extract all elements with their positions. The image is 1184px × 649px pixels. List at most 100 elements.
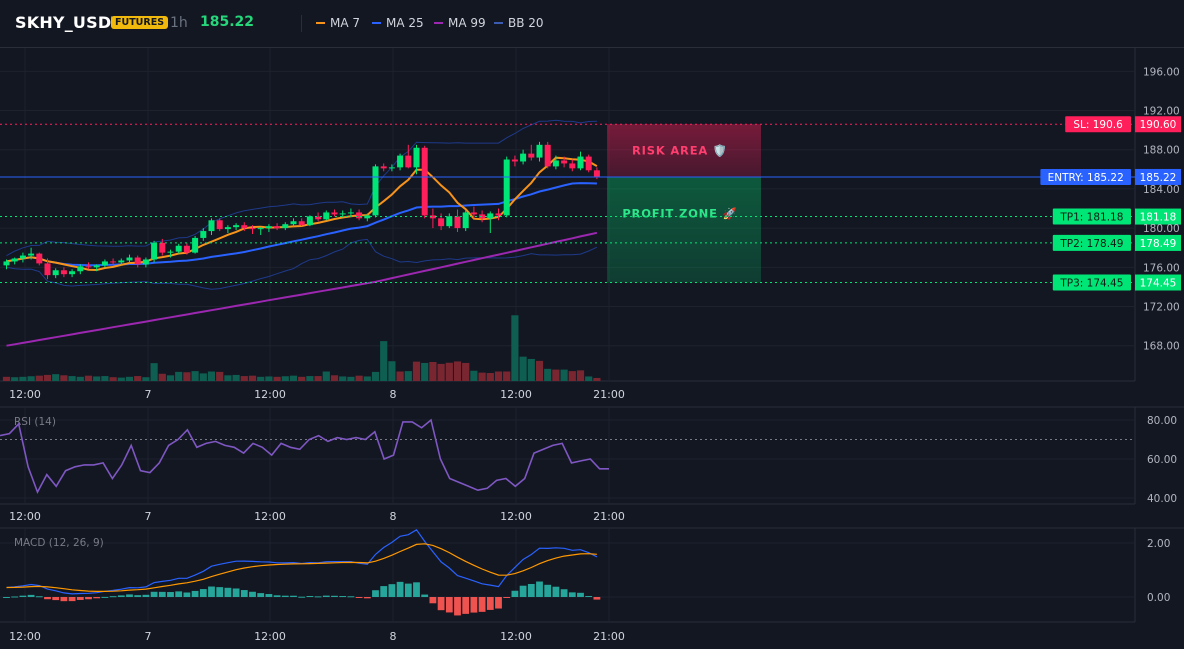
level-label-tag — [1065, 116, 1131, 133]
time-axis-label: 12:00 — [254, 388, 286, 401]
volume-bars — [2, 315, 601, 381]
header-divider — [301, 15, 302, 32]
volume-bar — [298, 376, 306, 381]
candle-body — [397, 155, 404, 168]
candle-body — [413, 147, 420, 168]
volume-bar — [60, 375, 68, 381]
volume-bar — [330, 375, 339, 381]
bb-upper-band — [6, 119, 597, 257]
macd-histogram-bar — [257, 593, 265, 597]
candle-body — [118, 260, 125, 263]
volume-bar — [11, 377, 19, 381]
legend-ma99[interactable]: MA 99 — [434, 16, 486, 30]
macd-histogram-bar — [372, 590, 379, 597]
macd-histogram-bar — [126, 594, 133, 597]
volume-bar — [216, 371, 224, 381]
macd-histogram-bar — [298, 596, 306, 598]
price-axis-label: 184.00 — [1143, 184, 1180, 196]
candle-body — [364, 215, 371, 219]
trade-zones: RISK AREA 🛡️ PROFIT ZONE 🚀 — [607, 124, 761, 283]
volume-bar — [470, 370, 478, 381]
macd-histogram-bar — [109, 596, 117, 598]
symbol-name[interactable]: SKHY_USDT — [15, 13, 123, 32]
candle-body — [19, 255, 26, 259]
price-axis-label: 168.00 — [1143, 341, 1180, 353]
volume-bar — [486, 373, 494, 381]
volume-bar — [380, 341, 388, 381]
legend-bb20[interactable]: BB 20 — [494, 16, 544, 30]
grid-lines — [0, 48, 1184, 623]
macd-histogram-bar — [503, 597, 511, 598]
candle-body — [503, 159, 510, 216]
time-axis-label: 8 — [390, 630, 397, 643]
rsi-title: RSI (14) — [14, 416, 56, 428]
candle-body — [315, 216, 322, 220]
time-axis-label: 12:00 — [9, 630, 41, 643]
level-price-tag — [1135, 234, 1181, 251]
volume-bar — [257, 376, 265, 381]
timeframe-selector[interactable]: 1h — [170, 15, 188, 31]
volume-bar — [519, 356, 527, 381]
candle-body — [429, 215, 436, 219]
macd-histogram-bar — [249, 591, 256, 597]
macd-histogram-bar — [216, 587, 224, 597]
candle-body — [356, 212, 363, 219]
macd-histogram-bar — [199, 589, 207, 597]
legend-ma7[interactable]: MA 7 — [316, 16, 360, 30]
macd-histogram-bar — [68, 597, 76, 602]
candle-body — [421, 147, 428, 216]
time-axis-label: 12:00 — [9, 388, 41, 401]
volume-bar — [84, 375, 93, 381]
macd-histogram-bar — [470, 597, 478, 613]
candle-body — [142, 259, 149, 265]
volume-bar — [421, 362, 429, 381]
macd-histogram-bar — [175, 591, 183, 597]
candle-body — [470, 212, 477, 215]
volume-bar — [355, 375, 363, 381]
risk-zone — [607, 124, 761, 177]
candle-body — [28, 253, 35, 256]
legend-ma25-label: MA 25 — [386, 16, 424, 30]
level-price-tag — [1135, 116, 1181, 133]
candle-body — [585, 156, 592, 171]
macd-histogram-bar — [314, 596, 322, 598]
candle-body — [44, 263, 51, 276]
macd-histogram-bar — [577, 592, 584, 597]
legend-ma25[interactable]: MA 25 — [372, 16, 424, 30]
candle-body — [323, 212, 330, 220]
price-axis-label: 188.00 — [1143, 145, 1180, 157]
candle-body — [183, 245, 190, 253]
macd-histogram-bar — [183, 592, 191, 597]
level-label-text: TP2: 178.49 — [1059, 238, 1123, 250]
candle-body — [3, 261, 10, 266]
time-axis-label: 12:00 — [500, 388, 532, 401]
candle-body — [528, 153, 535, 158]
level-label-tag — [1052, 234, 1131, 251]
macd-histogram-bar — [593, 597, 601, 600]
volume-bar — [576, 370, 585, 381]
macd-histogram-bar — [167, 592, 174, 597]
volume-bar — [273, 376, 281, 381]
level-price-tag — [1135, 168, 1181, 185]
macd-signal-line — [6, 543, 597, 592]
time-axis-label: 7 — [145, 630, 152, 643]
candle-body — [77, 266, 84, 272]
level-label-tag — [1052, 274, 1131, 291]
macd-histogram-bar — [224, 587, 232, 597]
candle-body — [274, 226, 281, 229]
ma99-swatch — [434, 22, 443, 24]
candle-body — [167, 251, 174, 253]
macd-histogram-bar — [339, 596, 347, 598]
candle-body — [52, 270, 59, 276]
macd-histogram-bar — [486, 597, 494, 610]
candle-body — [487, 213, 494, 219]
level-label-text: TP3: 174.45 — [1059, 278, 1123, 290]
price-axis-label: 180.00 — [1143, 223, 1180, 235]
ma7-swatch — [316, 22, 325, 24]
volume-bar — [462, 362, 470, 381]
macd-histogram-bar — [462, 597, 470, 614]
candle-body — [306, 216, 313, 226]
macd-histogram-bar — [44, 597, 51, 600]
volume-bar — [527, 358, 535, 381]
